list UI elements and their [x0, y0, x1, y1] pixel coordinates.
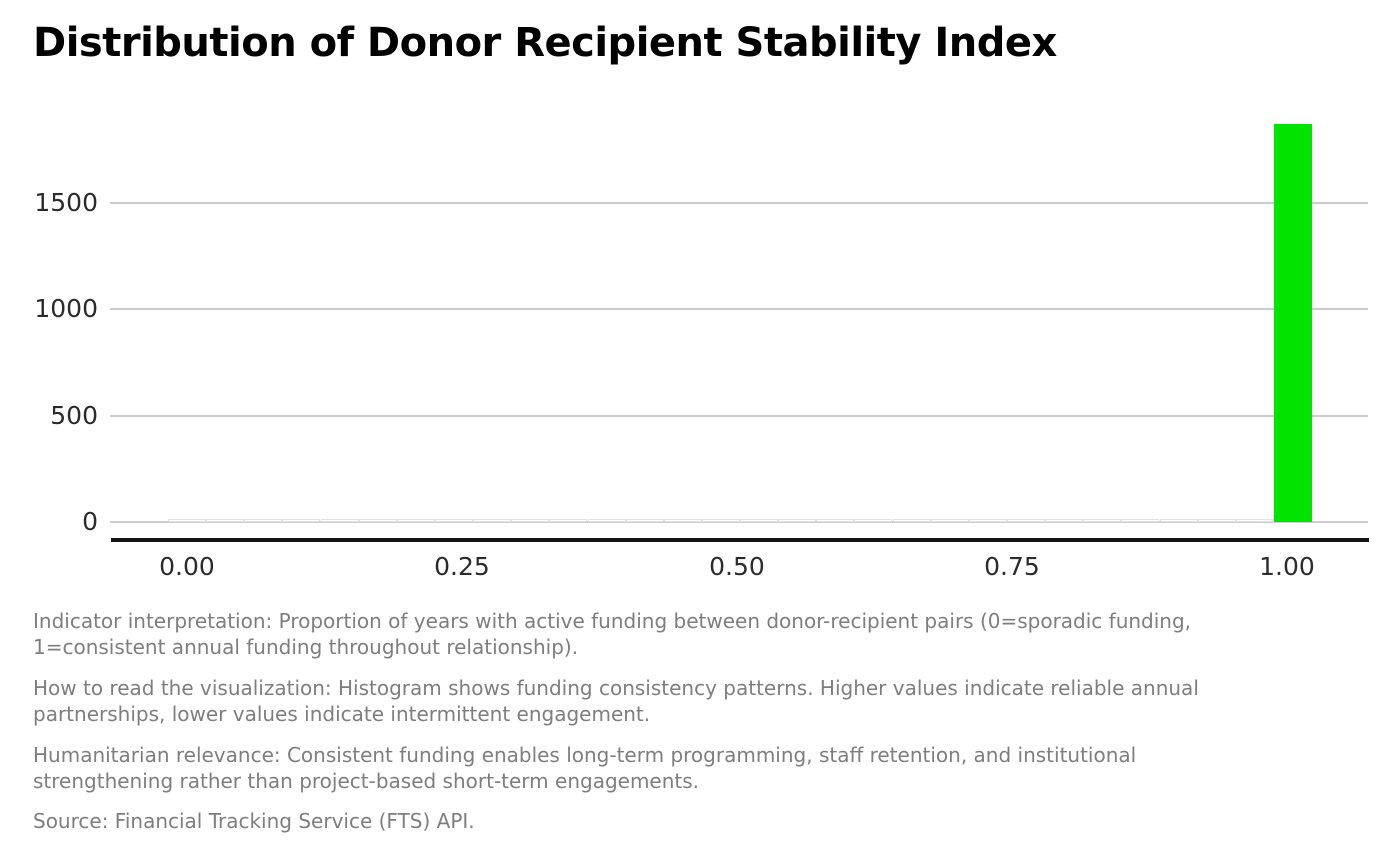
gridline-y-0 [110, 521, 1368, 523]
histogram-bar-tiny [358, 519, 397, 522]
y-tick-label-1500: 1500 [34, 188, 98, 218]
histogram-bar-tiny [168, 519, 207, 522]
histogram-bar-tiny [968, 519, 1007, 522]
x-axis-line [111, 538, 1369, 542]
histogram-bar-tiny [549, 519, 588, 522]
caption-indicator-interpretation: Indicator interpretation: Proportion of … [33, 609, 1192, 659]
histogram-bar-tiny [396, 519, 435, 522]
histogram-bar-dominant [1273, 124, 1312, 522]
x-tick-label-1.00: 1.00 [1259, 552, 1315, 581]
histogram-bar-tiny [511, 519, 550, 522]
histogram-bar-tiny [587, 519, 626, 522]
gridline-y-1500 [110, 202, 1368, 205]
histogram-bar-tiny [663, 519, 702, 522]
caption-how-to-read: How to read the visualization: Histogram… [33, 676, 1199, 726]
histogram-bar-tiny [740, 519, 779, 522]
histogram-bar-tiny [816, 519, 855, 522]
x-tick-label-0.25: 0.25 [434, 552, 490, 581]
histogram-bar-tiny [1007, 519, 1046, 522]
x-tick-label-0.75: 0.75 [984, 552, 1040, 581]
histogram-bar-tiny [434, 519, 473, 522]
y-tick-label-0: 0 [82, 507, 98, 536]
caption-humanitarian-relevance: Humanitarian relevance: Consistent fundi… [33, 743, 1137, 793]
histogram-bar-tiny [282, 519, 321, 522]
histogram-bar-tiny [1083, 519, 1122, 522]
x-tick-label-0.50: 0.50 [709, 552, 765, 581]
chart-title: Distribution of Donor Recipient Stabilit… [33, 20, 1057, 66]
histogram-bar-tiny [473, 519, 512, 522]
histogram-bar-tiny [1197, 519, 1236, 522]
histogram-bar-tiny [1045, 519, 1084, 522]
histogram-bar-tiny [1159, 519, 1198, 522]
histogram-bar-tiny [930, 519, 969, 522]
y-tick-label-1000: 1000 [34, 294, 98, 324]
histogram-bar-tiny [320, 519, 359, 522]
histogram-bar-tiny [625, 519, 664, 522]
histogram-bar-tiny [1235, 519, 1274, 522]
gridline-y-500 [110, 414, 1368, 417]
histogram-bar-tiny [701, 519, 740, 522]
plot-area: 0 500 1000 1500 0.00 0.25 0.50 0.75 1.00 [34, 124, 1369, 581]
gridline-y-1000 [110, 308, 1368, 311]
histogram-bar-tiny [1121, 519, 1160, 522]
x-tick-label-0.00: 0.00 [159, 552, 215, 581]
caption-source: Source: Financial Tracking Service (FTS)… [33, 809, 475, 833]
histogram-bar-tiny [778, 519, 817, 522]
histogram-bar-tiny [206, 519, 245, 522]
y-tick-label-500: 500 [50, 400, 98, 430]
histogram-bar-tiny [892, 519, 931, 522]
histogram-bar-tiny [244, 519, 283, 522]
histogram-bar-tiny [854, 519, 893, 522]
